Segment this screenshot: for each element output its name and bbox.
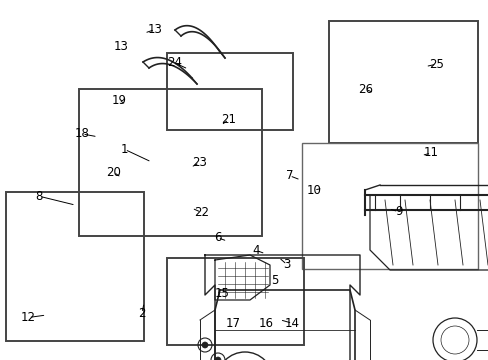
Text: 20: 20 bbox=[106, 166, 121, 179]
Text: 6: 6 bbox=[213, 231, 221, 244]
Text: 23: 23 bbox=[192, 156, 206, 169]
Text: 18: 18 bbox=[75, 127, 89, 140]
Text: 26: 26 bbox=[358, 83, 372, 96]
Text: 17: 17 bbox=[225, 317, 240, 330]
Bar bbox=[6, 192, 144, 341]
Circle shape bbox=[215, 357, 221, 360]
Text: 16: 16 bbox=[259, 317, 273, 330]
Text: 3: 3 bbox=[283, 258, 290, 271]
Text: 2: 2 bbox=[138, 307, 145, 320]
Circle shape bbox=[202, 342, 207, 348]
Bar bbox=[167, 258, 304, 345]
Text: 1: 1 bbox=[121, 143, 128, 156]
Text: 8: 8 bbox=[35, 190, 43, 203]
Text: 24: 24 bbox=[167, 57, 182, 69]
Text: 9: 9 bbox=[394, 205, 402, 218]
Text: 10: 10 bbox=[306, 184, 321, 197]
Text: 25: 25 bbox=[428, 58, 443, 71]
Text: 12: 12 bbox=[21, 311, 36, 324]
Bar bbox=[167, 53, 293, 130]
Text: 15: 15 bbox=[215, 287, 229, 300]
Text: 19: 19 bbox=[111, 94, 126, 107]
Text: 7: 7 bbox=[285, 169, 293, 182]
Bar bbox=[302, 143, 477, 269]
Bar bbox=[79, 89, 261, 236]
Text: 13: 13 bbox=[147, 23, 162, 36]
Text: 5: 5 bbox=[271, 274, 279, 287]
Text: 13: 13 bbox=[114, 40, 128, 53]
Text: 4: 4 bbox=[251, 244, 259, 257]
Text: 11: 11 bbox=[423, 147, 438, 159]
Text: 14: 14 bbox=[285, 317, 299, 330]
Text: 22: 22 bbox=[194, 206, 208, 219]
Text: 21: 21 bbox=[221, 113, 236, 126]
Bar bbox=[328, 21, 477, 143]
